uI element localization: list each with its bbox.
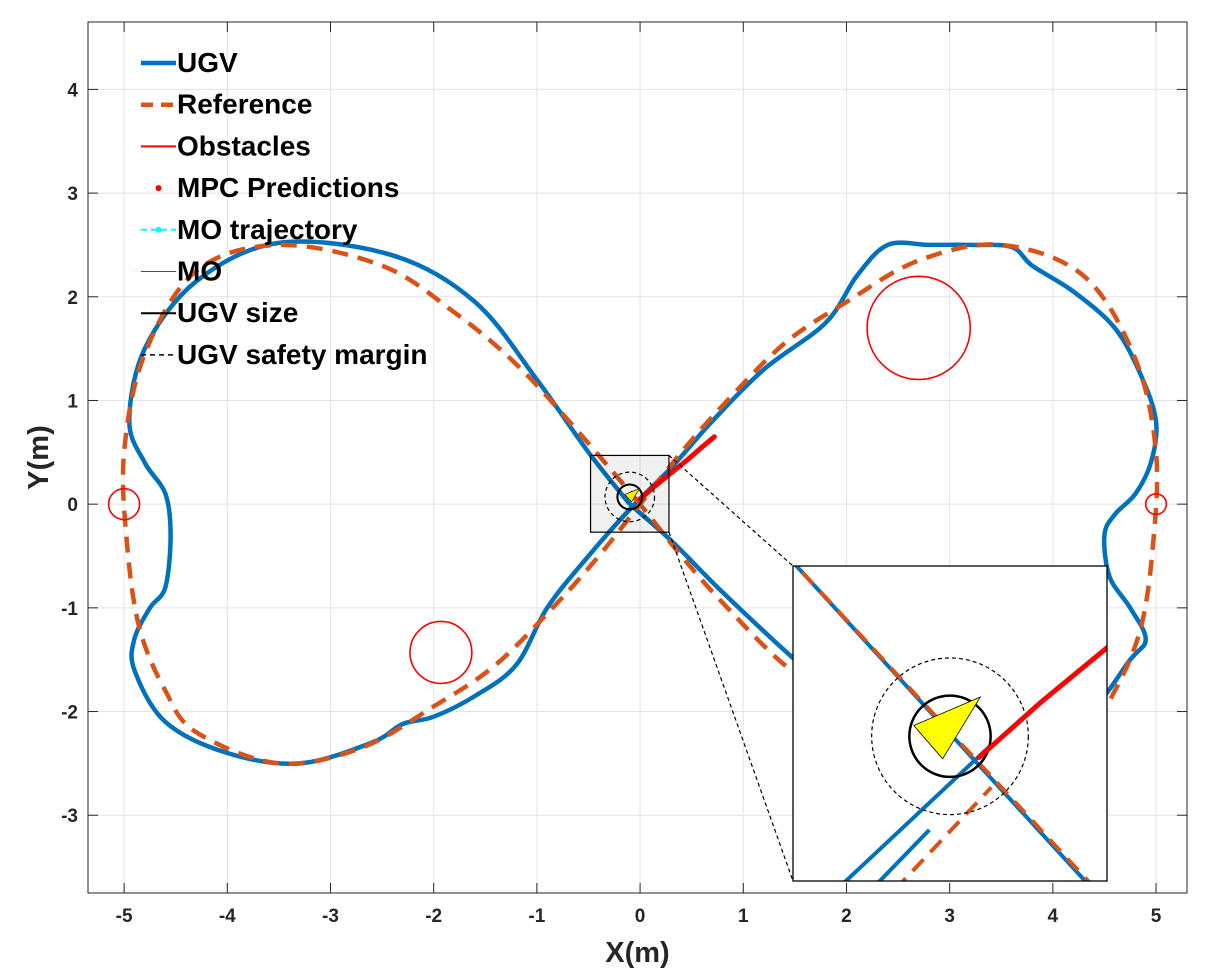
x-tick-label: -5 bbox=[116, 906, 133, 927]
y-tick-label: -2 bbox=[61, 703, 78, 724]
y-tick-label: 2 bbox=[67, 288, 78, 309]
obstacle-circle bbox=[1144, 493, 1168, 516]
x-tick-label: 0 bbox=[635, 906, 646, 927]
legend-label: MO trajectory bbox=[177, 214, 358, 245]
legend-entry-mo_trajectory: MO trajectory bbox=[141, 214, 358, 245]
x-tick-label: 3 bbox=[944, 906, 955, 927]
x-tick-label: 1 bbox=[738, 906, 749, 927]
ugv-safety-margin bbox=[604, 471, 656, 523]
x-tick-label: -1 bbox=[528, 906, 545, 927]
x-axis-label: X(m) bbox=[605, 937, 669, 969]
legend-entry-obstacle: Obstacles bbox=[141, 130, 311, 161]
x-tick-label: -4 bbox=[219, 906, 236, 927]
obstacle-circle bbox=[107, 487, 141, 521]
legend-label: MPC Predictions bbox=[177, 172, 399, 203]
inset-frame bbox=[792, 565, 1108, 882]
legend-swatch-marker bbox=[155, 226, 162, 233]
x-tick-label: 2 bbox=[841, 906, 852, 927]
ugv-heading-marker bbox=[624, 487, 641, 503]
legend-label: Obstacles bbox=[177, 130, 311, 161]
obstacle-circle bbox=[866, 275, 972, 381]
legend-label: UGV safety margin bbox=[177, 339, 428, 370]
legend-entry-safety_margin: UGV safety margin bbox=[141, 339, 428, 370]
legend-label: Reference bbox=[177, 89, 312, 120]
y-tick-label: 3 bbox=[67, 184, 78, 205]
y-tick-label: -1 bbox=[61, 599, 78, 620]
legend-entry-ugv: UGV bbox=[141, 47, 238, 78]
legend-entry-mo: MO bbox=[141, 256, 222, 287]
inset-plot-area bbox=[793, 566, 1107, 881]
x-tick-label: -3 bbox=[322, 906, 339, 927]
y-tick-label: 0 bbox=[67, 495, 78, 516]
mpc-prediction-line bbox=[637, 434, 717, 502]
axis-ticks: -5 -4 -3 -2 -1 0 1 2 3 4 5 -3 -2 -1 0 1 2 3 4 bbox=[61, 22, 1187, 927]
zoom-source-box bbox=[589, 454, 670, 533]
legend: UGV Reference Obstacles MPC Predictions MO t… bbox=[141, 47, 428, 370]
legend-entry-ugv_size: UGV size bbox=[141, 297, 298, 328]
legend-entry-reference: Reference bbox=[141, 89, 312, 120]
inset-ugv-trajectory bbox=[876, 828, 931, 881]
zoom-connector bbox=[668, 531, 794, 882]
obstacle-circle bbox=[409, 620, 473, 685]
inset-ugv-safety-margin bbox=[871, 657, 1029, 816]
y-tick-label: 4 bbox=[67, 80, 78, 101]
x-tick-label: -2 bbox=[425, 906, 442, 927]
legend-entry-prediction: MPC Predictions bbox=[155, 172, 399, 203]
legend-swatch bbox=[155, 185, 162, 192]
x-tick-label: 5 bbox=[1151, 906, 1162, 927]
inset-ugv-heading-marker bbox=[913, 696, 982, 760]
zoom-indicator bbox=[589, 454, 794, 882]
y-tick-label: -3 bbox=[61, 806, 78, 827]
zoom-inset bbox=[792, 565, 1108, 882]
y-axis-label: Y(m) bbox=[23, 425, 55, 489]
legend-label: UGV size bbox=[177, 297, 298, 328]
ugv-size-circle bbox=[616, 483, 644, 511]
inset-mpc-prediction-line bbox=[976, 644, 1107, 761]
axes-box bbox=[87, 21, 1188, 894]
x-tick-label: 4 bbox=[1048, 906, 1059, 927]
inset-ugv-size-circle bbox=[908, 694, 992, 779]
legend-label: UGV bbox=[177, 47, 238, 78]
y-tick-label: 1 bbox=[67, 391, 78, 412]
legend-label: MO bbox=[177, 256, 222, 287]
